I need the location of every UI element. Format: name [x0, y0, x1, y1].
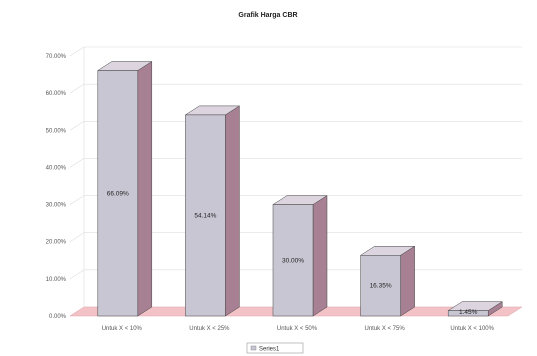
bar: 54.14% — [184, 105, 241, 317]
y-tick-label: 30.00% — [46, 203, 67, 209]
bar-front — [360, 255, 401, 317]
grid-line-diag — [69, 83, 85, 94]
y-axis-ticks: 0.00% 10.00% 20.00% 30.00% 40.00% 50.00% 60.00… — [46, 54, 67, 320]
chart-title: Grafik Harga CBR — [238, 12, 297, 19]
bar-front — [185, 114, 226, 317]
y-tick-label: 70.00% — [46, 54, 67, 60]
bar-front — [97, 70, 139, 317]
data-label: 16.35% — [370, 283, 392, 290]
y-tick-label: 10.00% — [46, 277, 67, 283]
bars: 66.09% 54.14% 30.00% 16.35% 1.45% — [96, 61, 504, 317]
data-label: 1.45% — [459, 309, 478, 316]
x-axis-ticks: Untuk X < 10% Untuk X < 25% Untuk X < 50% U… — [102, 326, 495, 332]
legend-frame — [246, 342, 304, 354]
bar-front — [447, 310, 489, 317]
bar-side — [225, 105, 240, 317]
legend-swatch-series1 — [250, 345, 257, 351]
y-tick-label: 60.00% — [46, 91, 67, 97]
x-tick-label: Untuk X < 75% — [364, 326, 405, 332]
grid-line-diag — [69, 269, 85, 280]
grid-line-diag — [69, 232, 85, 242]
y-tick-label: 20.00% — [46, 240, 67, 246]
data-label: 66.09% — [107, 190, 129, 197]
legend-label-series1: Series1 — [259, 347, 280, 353]
bar-front — [272, 204, 314, 317]
y-tick-label: 40.00% — [46, 165, 67, 171]
data-label: 30.00% — [282, 257, 304, 264]
bar: 16.35% — [359, 245, 416, 317]
grid-line-diag — [69, 121, 85, 131]
grid-line-diag — [69, 46, 85, 57]
bar-side — [400, 245, 415, 317]
x-tick-label: Untuk X < 50% — [277, 326, 318, 332]
x-tick-label: Untuk X < 100% — [450, 326, 494, 332]
bar-side — [137, 61, 153, 317]
bar-side — [312, 195, 328, 317]
bar: 1.45% — [447, 301, 504, 317]
y-tick-label: 0.00% — [49, 314, 67, 320]
x-tick-label: Untuk X < 10% — [102, 326, 143, 332]
x-tick-label: Untuk X < 25% — [189, 326, 230, 332]
legend: Series1 — [246, 342, 304, 354]
bar: 66.09% — [96, 61, 153, 317]
y-tick-label: 50.00% — [46, 128, 67, 134]
grid-line-diag — [69, 195, 85, 205]
bar: 30.00% — [272, 195, 328, 317]
data-label: 54.14% — [194, 212, 216, 219]
grid-line-diag — [69, 158, 85, 168]
